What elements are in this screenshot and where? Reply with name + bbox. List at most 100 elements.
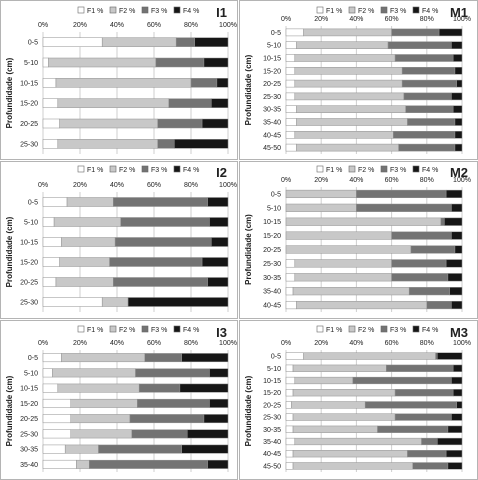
bar-segment-f3	[393, 131, 456, 139]
x-tick-label: 0%	[38, 340, 48, 347]
x-tick-label: 40%	[110, 182, 124, 189]
x-tick-label: 80%	[420, 177, 434, 184]
bar-segment-f3	[401, 67, 456, 75]
y-tick-label: 40-45	[263, 132, 281, 139]
legend-swatch	[173, 165, 181, 173]
bar-segment-f1	[42, 277, 57, 287]
x-tick-label: 0%	[281, 340, 291, 347]
bar-segment-f3	[356, 189, 447, 199]
bar-segment-f3	[401, 79, 457, 88]
legend-swatch	[141, 165, 149, 173]
bar-segment-f3	[155, 57, 205, 68]
bar-segment-f3	[175, 37, 195, 47]
y-tick-label: 15-20	[20, 101, 38, 108]
y-tick-label: 5-10	[267, 43, 281, 50]
legend-swatch	[348, 165, 356, 173]
legend-label: F1 %	[87, 8, 103, 15]
y-tick-label: 0-5	[271, 191, 281, 198]
legend-label: F4 %	[183, 167, 199, 174]
bar-segment-f3	[394, 54, 454, 62]
bar-segment-f4	[454, 245, 463, 254]
bar-segment-f3	[387, 41, 452, 49]
bar-segment-f3	[356, 203, 452, 212]
x-tick-label: 60%	[147, 182, 161, 189]
bar-segment-f3	[386, 364, 454, 372]
bar-segment-f1	[42, 37, 103, 47]
legend-label: F2 %	[119, 8, 135, 15]
bar-segment-f3	[440, 217, 445, 226]
y-tick-label: 15-20	[20, 260, 38, 267]
legend-swatch	[316, 165, 324, 173]
bar-segment-f3	[391, 231, 452, 240]
chart-panel-I2: 0% 20% 40% 60% 80% 100% I2 F1 % F2 % F3 % F4 % Prof…	[0, 161, 238, 319]
y-tick-label: 25-30	[20, 431, 38, 438]
bar-segment-f3	[138, 383, 181, 393]
y-tick-label: 35-40	[263, 120, 281, 127]
x-tick-label: 20%	[73, 340, 87, 347]
bar-segment-f2	[294, 437, 422, 446]
y-tick-label: 0-5	[271, 30, 281, 37]
legend-label: F3 %	[151, 167, 167, 174]
legend-swatch	[109, 325, 117, 333]
legend-label: F3 %	[151, 327, 167, 334]
bar-segment-f3	[120, 217, 210, 227]
bar-segment-f4	[445, 189, 463, 199]
bar-segment-f4	[449, 287, 463, 296]
bar-segment-f1	[285, 300, 297, 310]
bar-segment-f1	[42, 57, 49, 68]
y-tick-label: 10-15	[20, 240, 38, 247]
bar-segment-f1	[42, 429, 71, 439]
bar-segment-f3	[421, 437, 438, 446]
bar-segment-f3	[109, 257, 203, 267]
chart-title: I3	[216, 325, 227, 340]
bar-segment-f4	[438, 28, 463, 37]
legend-label: F4 %	[422, 8, 438, 15]
bar-segment-f1	[42, 139, 59, 149]
y-tick-label: 20-25	[263, 402, 281, 409]
chart-panel-M1: 0% 20% 40% 60% 80% 100%M1 F1 % F2 % F3 % F4 % Prof…	[239, 0, 478, 160]
bar-segment-f3	[168, 98, 212, 108]
bar-segment-f1	[42, 444, 66, 454]
legend-label: F4 %	[422, 327, 438, 334]
bar-segment-f4	[452, 364, 463, 372]
bar-segment-f2	[53, 217, 121, 227]
y-tick-label: 20-25	[20, 416, 38, 423]
bar-segment-f4	[127, 297, 229, 307]
y-tick-label: 15-20	[20, 401, 38, 408]
bar-segment-f2	[292, 389, 396, 397]
bar-segment-f3	[113, 197, 208, 207]
legend-label: F3 %	[151, 8, 167, 15]
bar-segment-f2	[59, 118, 158, 129]
legend-swatch	[380, 165, 388, 173]
bar-segment-f2	[101, 37, 177, 47]
bar-segment-f4	[437, 437, 463, 446]
legend-swatch	[141, 6, 149, 14]
bar-segment-f1	[42, 257, 60, 267]
bar-segment-f1	[42, 398, 71, 408]
chart-panel-M2: 0% 20% 40% 60% 80% 100%M2 F1 % F2 % F3 % F4 % Prof…	[239, 161, 478, 319]
bar-segment-f3	[407, 450, 447, 458]
bar-segment-f1	[42, 78, 57, 88]
y-tick-label: 30-35	[263, 275, 281, 282]
bar-segment-f2	[294, 67, 403, 75]
chart-panel-I1: 0% 20% 40% 60% 80% 100% I1 F1 % F2 % F3 % F4 % Prof…	[0, 0, 238, 160]
x-tick-label: 40%	[110, 22, 124, 29]
bar-segment-f2	[292, 450, 408, 458]
bar-segment-f4	[201, 118, 229, 129]
bar-segment-f4	[447, 273, 463, 282]
y-tick-label: 5-10	[267, 366, 281, 373]
bar-segment-f2	[285, 217, 442, 226]
bar-segment-f4	[181, 353, 229, 363]
chart-title: M3	[450, 325, 468, 340]
y-tick-label: 5-10	[267, 205, 281, 212]
chart-panel-M3: 0% 20% 40% 60% 80% 100%M3 F1 % F2 % F3 % F4 % Prof…	[239, 320, 478, 480]
y-tick-label: 20-25	[20, 121, 38, 128]
legend-label: F2 %	[358, 167, 374, 174]
bar-segment-f1	[285, 105, 297, 113]
chart-title: M1	[450, 5, 468, 20]
legend-swatch	[77, 165, 85, 173]
bar-segment-f4	[447, 425, 463, 433]
y-tick-label: 25-30	[263, 94, 281, 101]
legend-label: F2 %	[119, 167, 135, 174]
bar-segment-f1	[285, 450, 294, 458]
